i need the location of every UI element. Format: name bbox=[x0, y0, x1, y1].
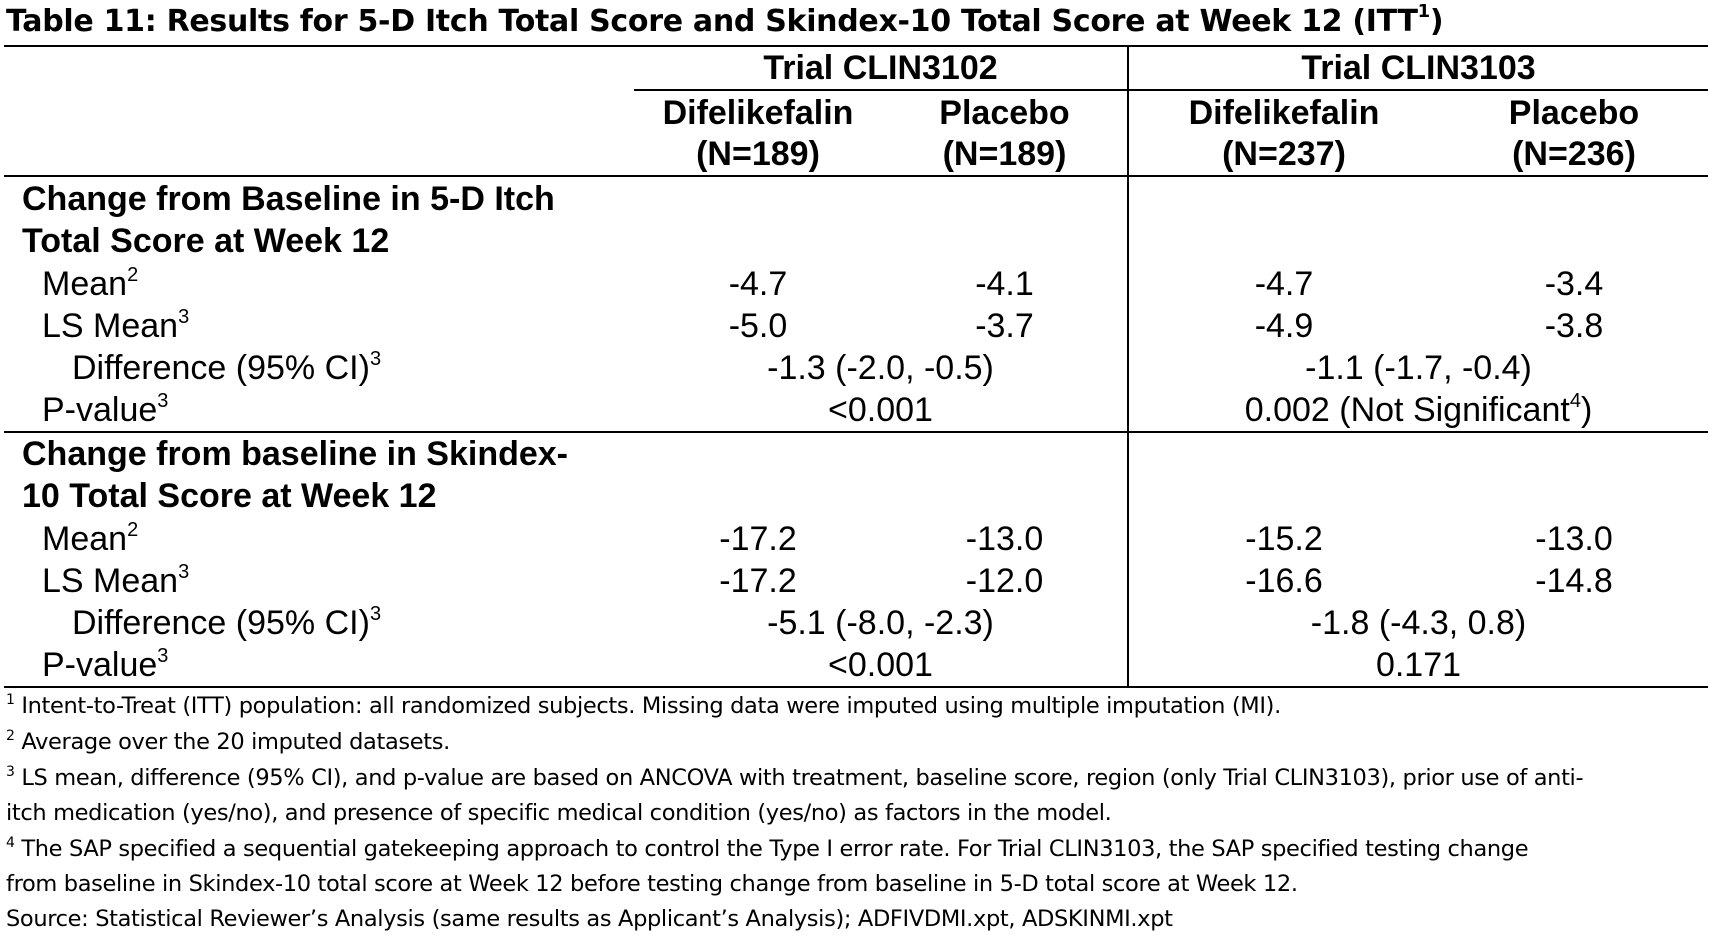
section-heading: 10 Total Score at Week 12 bbox=[22, 477, 437, 515]
arm-header-name: Difelikefalin bbox=[662, 94, 854, 132]
header-bottom-rule bbox=[4, 175, 1708, 177]
footnote: 3 LS mean, difference (95% CI), and p-va… bbox=[6, 764, 1584, 791]
footnote: 1 Intent-to-Treat (ITT) population: all … bbox=[6, 692, 1281, 719]
table-cell: -15.2 bbox=[1245, 520, 1323, 558]
table-top-rule bbox=[4, 45, 1708, 47]
section-divider-rule bbox=[4, 431, 1708, 433]
table-cell: -4.7 bbox=[728, 265, 788, 303]
table-title: Table 11: Results for 5-D Itch Total Sco… bbox=[6, 1, 1444, 40]
trial-divider bbox=[1127, 45, 1129, 688]
trial-header-rule bbox=[634, 89, 1708, 91]
row-label-ls-mean: LS Mean3 bbox=[42, 561, 190, 600]
row-label-p-value: P-value3 bbox=[42, 390, 169, 429]
arm-header-n: (N=189) bbox=[942, 135, 1067, 173]
table-cell: -12.0 bbox=[965, 562, 1044, 600]
table-cell: -3.7 bbox=[975, 307, 1034, 345]
arm-header-name: Placebo bbox=[939, 94, 1070, 132]
table-cell: -17.2 bbox=[719, 562, 797, 600]
arm-header-n: (N=237) bbox=[1222, 135, 1346, 173]
table-cell: -16.6 bbox=[1245, 562, 1323, 600]
trial-header-clin3102: Trial CLIN3102 bbox=[763, 49, 998, 87]
source-note: Source: Statistical Reviewer’s Analysis … bbox=[6, 906, 1173, 932]
section-heading: Change from Baseline in 5-D Itch bbox=[22, 180, 555, 218]
row-label-ls-mean: LS Mean3 bbox=[42, 306, 190, 345]
table-cell: <0.001 bbox=[828, 391, 933, 429]
table-cell: -4.9 bbox=[1254, 307, 1314, 345]
arm-header-name: Difelikefalin bbox=[1188, 94, 1380, 132]
table-cell: -4.1 bbox=[975, 265, 1034, 303]
row-label-difference: Difference (95% CI)3 bbox=[72, 348, 382, 387]
table-cell: 0.002 (Not Significant4) bbox=[1244, 390, 1593, 429]
trial-header-clin3103: Trial CLIN3103 bbox=[1301, 49, 1536, 87]
arm-header-n: (N=189) bbox=[696, 135, 820, 173]
table-bottom-rule bbox=[4, 686, 1708, 688]
arm-header-name: Placebo bbox=[1508, 94, 1640, 132]
footnote-continuation: from baseline in Skindex-10 total score … bbox=[6, 871, 1298, 897]
table-cell: -1.8 (-4.3, 0.8) bbox=[1310, 604, 1527, 642]
table-cell: -4.7 bbox=[1254, 265, 1314, 303]
section-heading: Total Score at Week 12 bbox=[22, 222, 390, 260]
footnote: 2 Average over the 20 imputed datasets. bbox=[6, 728, 450, 755]
row-label-p-value: P-value3 bbox=[42, 645, 169, 684]
section-heading: Change from baseline in Skindex- bbox=[22, 435, 569, 473]
table-cell: 0.171 bbox=[1375, 646, 1462, 684]
footnote: 4 The SAP specified a sequential gatekee… bbox=[6, 835, 1529, 862]
table-cell: -1.3 (-2.0, -0.5) bbox=[767, 349, 994, 387]
table-cell: -5.0 bbox=[728, 307, 788, 345]
table-cell: -13.0 bbox=[1535, 520, 1613, 558]
arm-header-n: (N=236) bbox=[1512, 135, 1636, 173]
table-cell: <0.001 bbox=[828, 646, 933, 684]
table-cell: -13.0 bbox=[965, 520, 1044, 558]
table-cell: -3.8 bbox=[1544, 307, 1604, 345]
table-cell: -14.8 bbox=[1535, 562, 1613, 600]
table-cell: -5.1 (-8.0, -2.3) bbox=[767, 604, 994, 642]
footnote-continuation: itch medication (yes/no), and presence o… bbox=[6, 800, 1112, 826]
row-label-mean: Mean2 bbox=[42, 264, 139, 303]
table-cell: -1.1 (-1.7, -0.4) bbox=[1305, 349, 1532, 387]
table-cell: -3.4 bbox=[1544, 265, 1604, 303]
row-label-difference: Difference (95% CI)3 bbox=[72, 603, 382, 642]
row-label-mean: Mean2 bbox=[42, 519, 139, 558]
table-cell: -17.2 bbox=[719, 520, 797, 558]
